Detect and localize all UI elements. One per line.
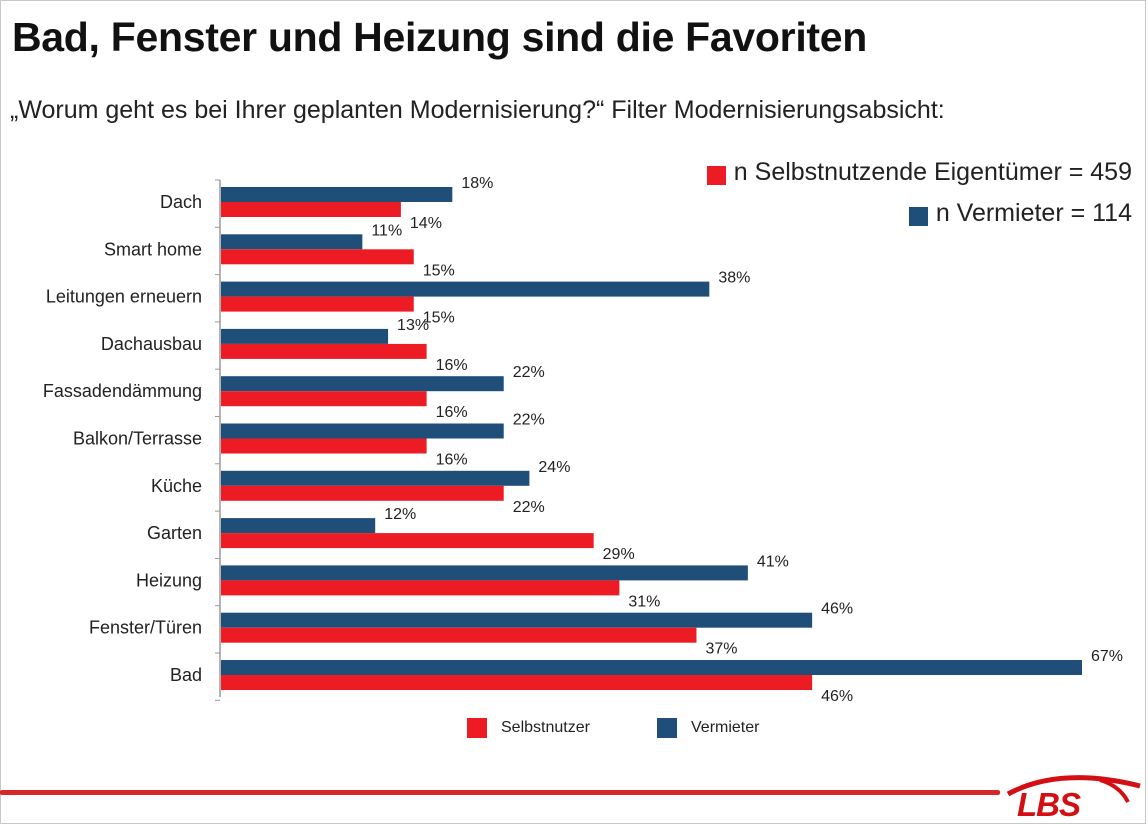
data-label-landlords: 46% xyxy=(821,601,853,618)
category-label: Küche xyxy=(151,476,202,496)
bar-landlords xyxy=(221,234,363,250)
data-label-owners: 16% xyxy=(436,404,468,421)
bar-owners xyxy=(221,675,813,690)
category-label: Heizung xyxy=(136,570,202,590)
category-label: Fassadendämmung xyxy=(43,381,202,401)
bar-owners xyxy=(221,202,401,217)
sample-note-owners-text: n Selbstnutzende Eigentümer = 459 xyxy=(733,158,1132,186)
bar-landlords xyxy=(221,187,453,202)
bar-owners xyxy=(221,249,414,265)
data-label-owners: 22% xyxy=(513,499,545,516)
sample-note-owners: n Selbstnutzende Eigentümer = 459 xyxy=(706,158,1132,187)
data-label-owners: 14% xyxy=(410,215,442,232)
category-label: Garten xyxy=(147,523,202,543)
data-label-landlords: 41% xyxy=(757,553,789,570)
page-subtitle: „Worum geht es bei Ihrer geplanten Moder… xyxy=(10,96,945,124)
bar-landlords xyxy=(221,612,813,628)
bar-owners xyxy=(221,580,620,596)
data-label-owners: 46% xyxy=(821,688,853,705)
lbs-logo: LBS xyxy=(1017,786,1081,823)
category-label: Leitungen erneuern xyxy=(46,287,202,307)
bar-owners xyxy=(221,391,427,407)
data-label-landlords: 24% xyxy=(538,459,570,476)
bar-owners xyxy=(221,485,504,501)
data-label-owners: 16% xyxy=(436,357,468,374)
bar-landlords xyxy=(221,376,504,392)
data-label-landlords: 22% xyxy=(513,412,545,429)
bar-landlords xyxy=(221,328,389,344)
bar-landlords xyxy=(221,423,504,439)
category-label: Bad xyxy=(170,665,202,685)
lbs-logo-arc xyxy=(1006,775,1141,803)
legend-item-landlords: Vermieter xyxy=(657,718,759,738)
category-label: Dachausbau xyxy=(101,334,202,354)
data-label-landlords: 18% xyxy=(461,175,493,192)
category-label: Balkon/Terrasse xyxy=(73,429,202,449)
bar-landlords xyxy=(221,518,376,534)
bar-owners xyxy=(221,533,594,549)
data-label-owners: 15% xyxy=(423,310,455,327)
landlords-swatch xyxy=(908,207,928,226)
data-label-owners: 31% xyxy=(628,593,660,610)
data-label-landlords: 13% xyxy=(397,317,429,334)
legend-landlords-swatch xyxy=(657,718,677,738)
category-label: Smart home xyxy=(104,239,202,259)
bar-owners xyxy=(221,296,414,312)
category-label: Dach xyxy=(160,192,202,212)
data-label-landlords: 67% xyxy=(1091,648,1123,665)
data-label-landlords: 12% xyxy=(384,506,416,523)
legend-owners-swatch xyxy=(467,718,487,738)
bar-owners xyxy=(221,627,697,643)
owners-swatch xyxy=(706,166,726,185)
data-label-owners: 16% xyxy=(436,452,468,469)
data-label-landlords: 38% xyxy=(718,270,750,287)
sample-note-landlords-text: n Vermieter = 114 xyxy=(935,199,1132,227)
data-label-owners: 15% xyxy=(423,262,455,279)
category-label: Fenster/Türen xyxy=(89,618,202,638)
bar-landlords xyxy=(221,565,748,581)
data-label-owners: 29% xyxy=(603,546,635,563)
bar-landlords xyxy=(221,470,530,486)
bar-landlords xyxy=(221,660,1082,675)
bar-owners xyxy=(221,343,427,359)
bottom-red-line xyxy=(0,790,1000,795)
data-label-landlords: 22% xyxy=(513,364,545,381)
legend-landlords-label: Vermieter xyxy=(691,719,760,736)
legend-item-owners: Selbstnutzer xyxy=(467,718,590,738)
legend-owners-label: Selbstnutzer xyxy=(501,719,590,736)
bar-owners xyxy=(221,438,427,454)
bar-landlords xyxy=(221,281,710,297)
data-label-landlords: 11% xyxy=(371,222,402,239)
page-title: Bad, Fenster und Heizung sind die Favori… xyxy=(12,14,868,60)
sample-note-landlords: n Vermieter = 114 xyxy=(908,199,1132,228)
data-label-owners: 37% xyxy=(705,641,737,658)
